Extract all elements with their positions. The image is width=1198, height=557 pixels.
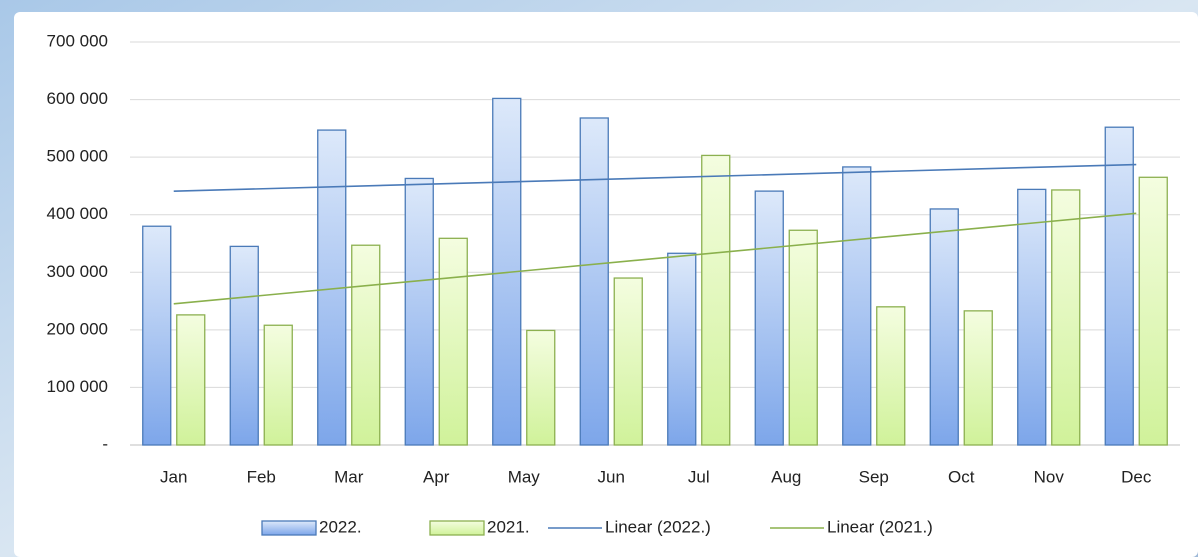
x-tick-label: Aug [771, 467, 801, 486]
x-tick-label: Mar [334, 467, 364, 486]
trend-line [173, 212, 1137, 305]
bar [438, 237, 468, 446]
bar [929, 208, 959, 446]
legend-label: Linear (2022.) [605, 517, 711, 536]
bar [613, 277, 643, 446]
y-tick-label: 600 000 [47, 89, 108, 108]
y-tick-label: 100 000 [47, 377, 108, 396]
x-tick-label: Feb [247, 467, 276, 486]
x-tick-label: Sep [859, 467, 889, 486]
x-tick-label: Jan [160, 467, 187, 486]
bar [526, 329, 556, 446]
bar [176, 314, 206, 446]
bar [1051, 189, 1081, 446]
trend-line [173, 163, 1137, 193]
bar [963, 310, 993, 446]
bar [229, 245, 259, 446]
x-tick-label: Oct [948, 467, 975, 486]
x-tick-label: Nov [1034, 467, 1065, 486]
legend-label: 2021. [487, 517, 530, 536]
bar [1104, 126, 1134, 446]
bar [667, 252, 697, 446]
bar [1017, 188, 1047, 446]
bar [263, 324, 293, 446]
bar [701, 154, 731, 446]
bar [842, 166, 872, 446]
legend-label: 2022. [319, 517, 362, 536]
bar [1138, 176, 1168, 446]
bar [876, 306, 906, 446]
bar [142, 225, 172, 446]
y-tick-label: - [102, 434, 108, 453]
y-tick-label: 400 000 [47, 204, 108, 223]
x-tick-label: Jul [688, 467, 710, 486]
x-tick-label: Dec [1121, 467, 1152, 486]
x-tick-label: Apr [423, 467, 450, 486]
legend-swatch [261, 520, 317, 536]
legend-label: Linear (2021.) [827, 517, 933, 536]
x-tick-label: Jun [598, 467, 625, 486]
x-tick-label: May [508, 467, 541, 486]
y-tick-label: 500 000 [47, 147, 108, 166]
y-tick-label: 200 000 [47, 319, 108, 338]
bar [404, 177, 434, 446]
bar [788, 229, 818, 446]
bar [754, 190, 784, 446]
bar [351, 244, 381, 446]
y-tick-label: 300 000 [47, 262, 108, 281]
legend-swatch [429, 520, 485, 536]
bar [579, 117, 609, 446]
y-tick-label: 700 000 [47, 31, 108, 50]
